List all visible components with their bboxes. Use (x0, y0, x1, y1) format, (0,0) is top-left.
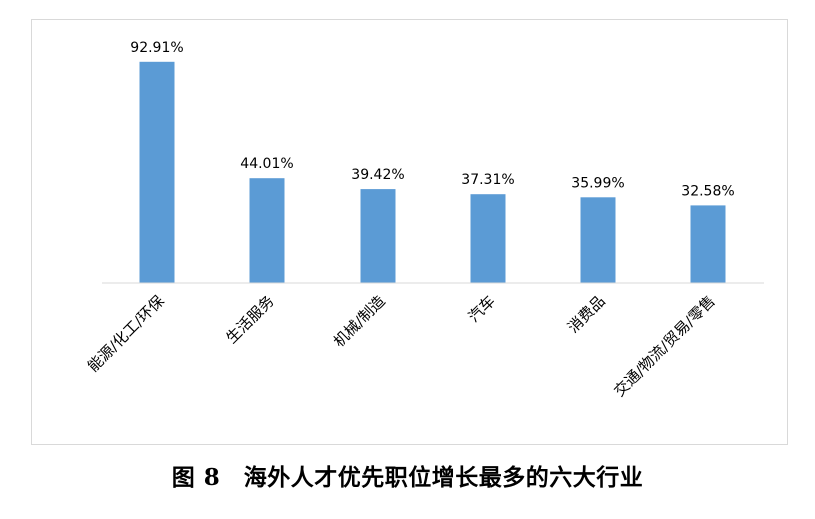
x-tick-label-2: 生活服务 (222, 292, 277, 347)
data-label-2: 44.01% (240, 156, 293, 172)
data-label-4: 37.31% (461, 172, 514, 188)
x-tick-label-3: 机械/制造 (330, 292, 389, 351)
x-tick-label-5: 消费品 (564, 292, 609, 337)
bar-3 (360, 189, 396, 283)
data-label-6: 32.58% (681, 183, 734, 199)
x-tick-label-4: 汽车 (465, 292, 499, 326)
x-tick-label-6: 交通/物流/贸易/零售 (610, 292, 718, 400)
chart-title: 图 8 海外人才优先职位增长最多的六大行业 (171, 464, 644, 491)
data-label-5: 35.99% (571, 175, 624, 191)
bar-5 (580, 197, 616, 283)
data-label-3: 39.42% (351, 167, 404, 183)
bar-4 (470, 194, 506, 283)
bar-2 (249, 178, 285, 283)
x-tick-label-1: 能源/化工/环保 (84, 292, 168, 376)
data-label-1: 92.91% (130, 40, 183, 56)
bar-6 (690, 205, 726, 283)
bar-1 (139, 61, 175, 283)
